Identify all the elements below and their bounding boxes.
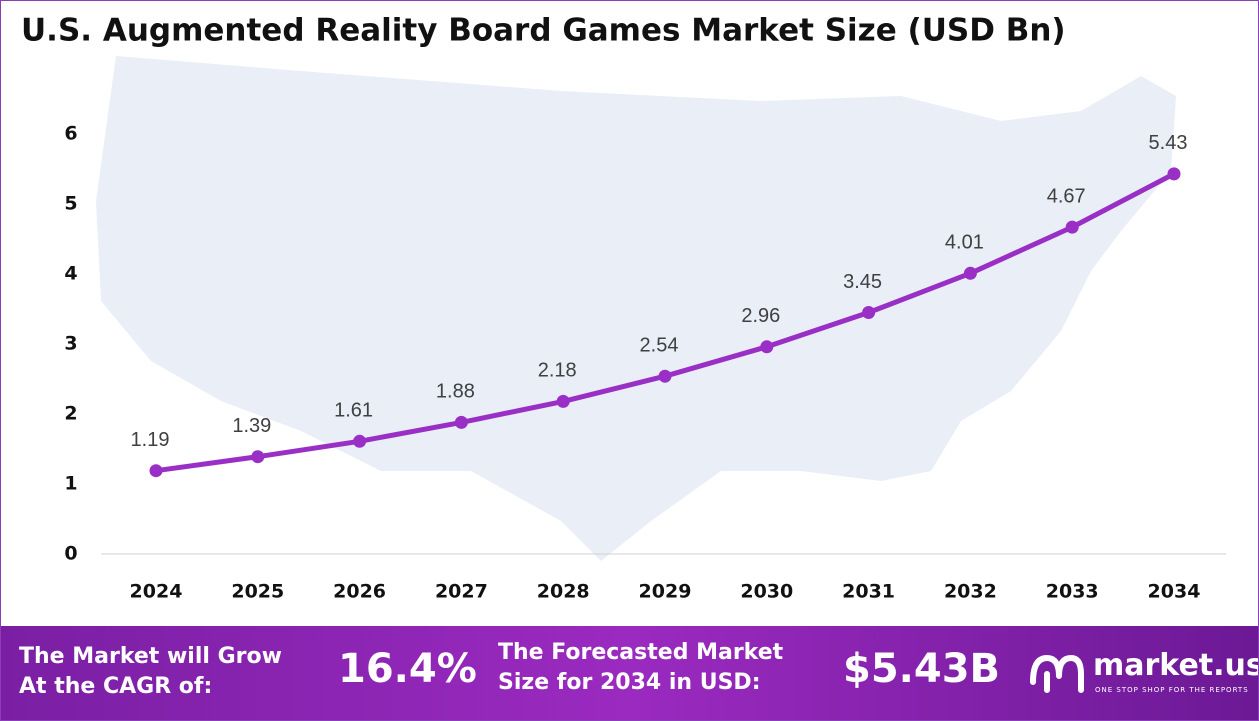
map-background — [96, 56, 1176, 561]
value-label: 4.67 — [1047, 185, 1086, 207]
text-line: Size for 2034 in USD: — [498, 670, 761, 695]
y-tick-label: 2 — [64, 403, 77, 425]
brand-name: market.us — [1093, 648, 1259, 683]
marker — [1065, 220, 1079, 234]
marker — [658, 369, 672, 383]
value-label: 3.45 — [843, 271, 882, 293]
cagr-value: 16.4% — [338, 646, 477, 692]
text-line: At the CAGR of: — [19, 674, 213, 699]
x-tick-label: 2026 — [333, 581, 386, 603]
chart: U.S. Augmented Reality Board Games Marke… — [21, 13, 1226, 603]
marker — [1167, 167, 1181, 181]
marker — [760, 340, 774, 354]
x-tick-label: 2034 — [1148, 581, 1201, 603]
value-label: 1.88 — [436, 381, 475, 403]
chart-title: U.S. Augmented Reality Board Games Marke… — [21, 13, 1066, 49]
value-label: 2.18 — [538, 360, 577, 382]
text-line: The Forecasted Market — [498, 640, 784, 665]
y-tick-label: 3 — [64, 333, 77, 355]
marker — [963, 266, 977, 280]
marker — [556, 394, 570, 408]
y-tick-label: 4 — [64, 263, 77, 285]
y-tick-label: 5 — [64, 193, 77, 215]
value-label: 1.19 — [131, 429, 170, 451]
x-tick-label: 2028 — [537, 581, 590, 603]
marker — [251, 450, 265, 464]
y-tick-label: 1 — [64, 473, 77, 495]
forecast-value: $5.43B — [843, 646, 1001, 692]
y-tick-label: 6 — [64, 123, 77, 145]
x-tick-label: 2024 — [130, 581, 183, 603]
marker — [454, 415, 468, 429]
cagr-label: The Market will Grow At the CAGR of: — [19, 642, 282, 702]
x-tick-label: 2029 — [639, 581, 692, 603]
value-label: 2.54 — [640, 334, 679, 356]
value-label: 2.96 — [741, 305, 780, 327]
text-line: The Market will Grow — [19, 644, 282, 669]
brand-logo — [1030, 654, 1084, 693]
marker — [149, 464, 163, 478]
marker — [353, 434, 367, 448]
x-tick-label: 2033 — [1046, 581, 1099, 603]
value-label: 1.61 — [334, 400, 373, 422]
value-label: 1.39 — [232, 415, 271, 437]
marker — [862, 306, 876, 319]
x-tick-label: 2030 — [740, 581, 793, 603]
x-tick-label: 2027 — [435, 581, 488, 603]
x-tick-label: 2025 — [231, 581, 284, 603]
x-tick-label: 2032 — [944, 581, 997, 603]
x-tick-label: 2031 — [842, 581, 895, 603]
y-tick-label: 0 — [64, 543, 77, 565]
brand-tagline: ONE STOP SHOP FOR THE REPORTS — [1095, 686, 1249, 694]
value-label: 5.43 — [1149, 132, 1188, 154]
footer-banner: The Market will Grow At the CAGR of: 16.4… — [1, 626, 1258, 720]
value-label: 4.01 — [945, 232, 984, 254]
logo-shape — [1030, 654, 1084, 693]
forecast-label: The Forecasted Market Size for 2034 in US… — [498, 638, 783, 698]
